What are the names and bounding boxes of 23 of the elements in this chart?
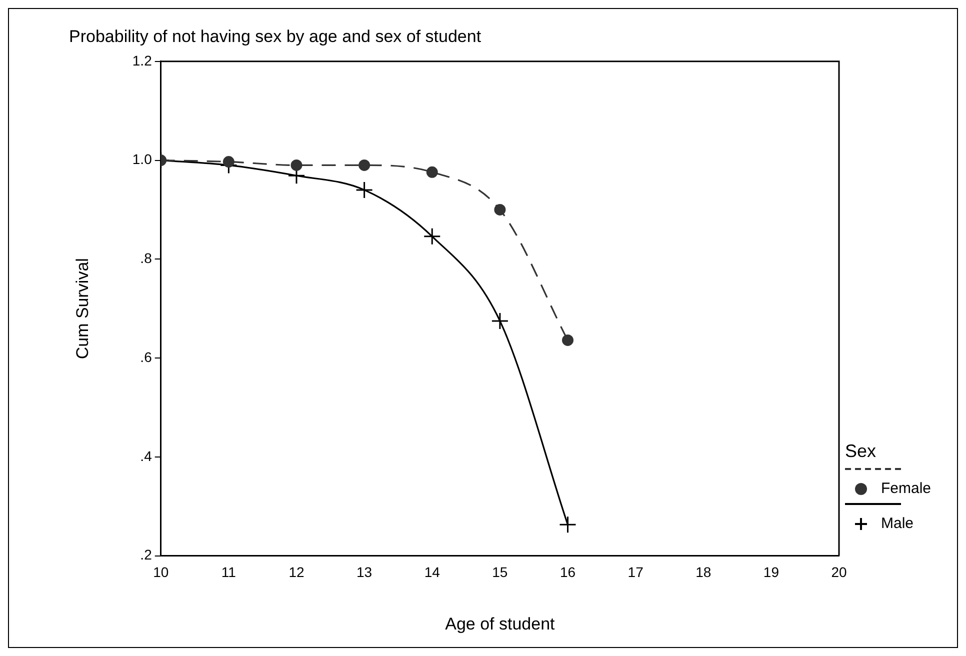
legend-label: Female [881, 480, 932, 497]
y-tick-label: .8 [140, 250, 152, 266]
legend-label: Male [881, 515, 914, 532]
legend-title: Sex [845, 441, 878, 462]
y-tick-label: 1.2 [132, 52, 152, 68]
x-tick-label: 14 [424, 564, 440, 580]
x-tick-label: 11 [221, 564, 236, 580]
x-axis-title: Age of student [445, 614, 556, 634]
x-tick-label: 17 [628, 564, 644, 580]
x-tick-label: 18 [696, 564, 712, 580]
x-tick-label: 12 [288, 564, 304, 580]
y-tick-label: .4 [140, 448, 152, 464]
x-tick-label: 10 [153, 564, 169, 580]
chart-title: Probability of not having sex by age and sex of student [69, 26, 482, 46]
y-tick-label: 1.0 [132, 151, 152, 168]
x-tick-label: 19 [763, 564, 780, 580]
x-tick-label: 16 [560, 564, 576, 580]
x-tick-label: 20 [831, 564, 847, 580]
y-tick-label: .6 [140, 348, 152, 365]
x-tick-label: 13 [356, 564, 372, 580]
y-tick-label: .2 [140, 546, 152, 563]
y-axis-title: Cum Survival [72, 258, 92, 360]
x-tick-label: 15 [492, 564, 508, 580]
